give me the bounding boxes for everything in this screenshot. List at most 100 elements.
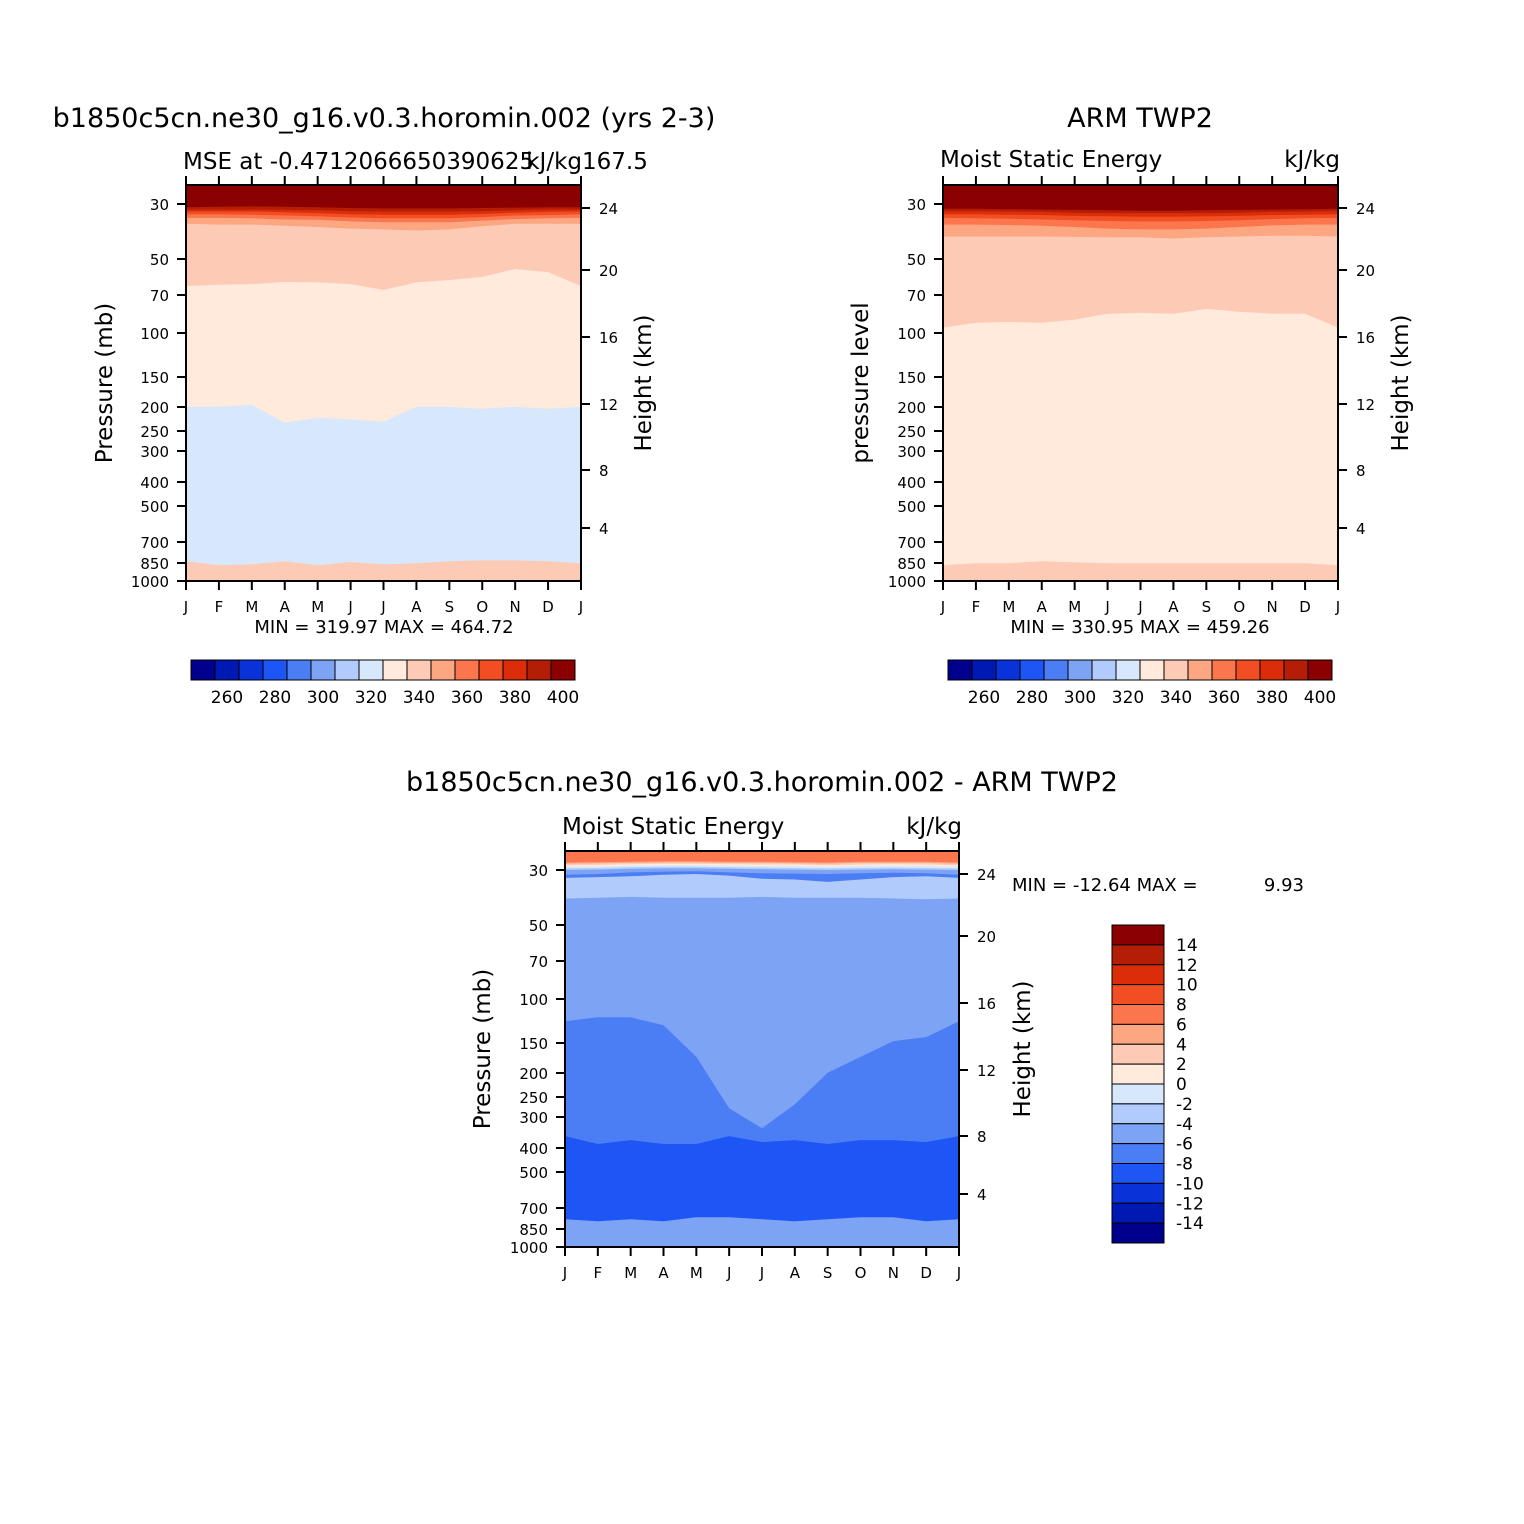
colorbar-box (550, 659, 576, 681)
colorbar-box (262, 659, 288, 681)
panel-subtitle: MSE at -0.4712066650390625 (183, 149, 534, 175)
colorbar-box (1115, 659, 1141, 681)
y-tick-label: 50 (529, 917, 548, 935)
colorbar-label: 10 (1176, 976, 1198, 996)
x-tick-label: J (759, 1264, 764, 1282)
colorbar-label: 260 (968, 688, 1000, 708)
colorbar-box (286, 659, 312, 681)
colorbar-box (502, 659, 528, 681)
y-tick-label: 850 (519, 1221, 548, 1239)
panel-units: kJ/kg (906, 814, 962, 840)
colorbar-box (1111, 1063, 1165, 1085)
y-tick-label: 50 (907, 251, 926, 269)
colorbar-box (526, 659, 552, 681)
right-tick-label: 24 (599, 200, 618, 218)
right-axis-ticks: 24 20 16 12 8 4 (581, 200, 618, 538)
x-tick-label: J (183, 598, 188, 616)
x-tick-label: M (1002, 598, 1015, 616)
y-tick-label: 1000 (888, 573, 926, 591)
x-tick-label: O (855, 1264, 867, 1282)
colorbar-box (190, 659, 216, 681)
colorbar-box (1111, 964, 1165, 986)
colorbar-label: 340 (1160, 688, 1192, 708)
y-tick-label: 500 (519, 1164, 548, 1182)
colorbar-label: -12 (1176, 1194, 1204, 1214)
colorbar-label: 4 (1176, 1035, 1187, 1055)
panel-difference-mse: b1850c5cn.ne30_g16.v0.3.horomin.002 - AR… (406, 767, 1304, 1282)
right-tick-label: 16 (599, 329, 618, 347)
colorbar-box (1111, 1123, 1165, 1145)
right-axis-label: Height (km) (1388, 314, 1414, 451)
y-axis-label: Pressure (mb) (470, 969, 496, 1129)
colorbar-box (358, 659, 384, 681)
x-tick-label: F (972, 598, 981, 616)
x-tick-label: M (245, 598, 258, 616)
colorbar-box (1111, 1083, 1165, 1105)
colorbar-box (995, 659, 1021, 681)
colorbar-box (1139, 659, 1165, 681)
x-tick-label: A (1168, 598, 1179, 616)
colorbar-box (1111, 1222, 1165, 1244)
y-tick-label: 500 (140, 498, 169, 516)
x-tick-label: J (1137, 598, 1142, 616)
x-tick-label: N (888, 1264, 899, 1282)
y-tick-label: 200 (140, 399, 169, 417)
colorbar-label: 380 (1256, 688, 1288, 708)
right-tick-label: 4 (1356, 520, 1366, 538)
colorbar: 260 280 300 320 340 360 380 400 (190, 659, 579, 708)
y-tick-label: 70 (907, 287, 926, 305)
colorbar-box (214, 659, 240, 681)
panel-subtitle: Moist Static Energy (562, 814, 784, 840)
y-tick-label: 850 (897, 555, 926, 573)
colorbar-box (382, 659, 408, 681)
contour-fills (943, 185, 1338, 581)
colorbar: 260 280 300 320 340 360 380 400 (947, 659, 1336, 708)
right-tick-label: 12 (977, 1062, 996, 1080)
contour-fills (186, 185, 581, 581)
right-tick-label: 16 (977, 995, 996, 1013)
colorbar-label: 320 (355, 688, 387, 708)
right-tick-label: 4 (599, 520, 609, 538)
y-tick-label: 1000 (510, 1239, 548, 1257)
y-tick-label: 100 (519, 991, 548, 1009)
x-tick-label: S (445, 598, 455, 616)
colorbar-box (334, 659, 360, 681)
panel-subtitle: Moist Static Energy (940, 147, 1162, 173)
colorbar-box (310, 659, 336, 681)
panel-title: b1850c5cn.ne30_g16.v0.3.horomin.002 - AR… (406, 767, 1118, 798)
y-tick-label: 700 (140, 534, 169, 552)
colorbar-label: 360 (1208, 688, 1240, 708)
x-tick-label: J (726, 1264, 731, 1282)
min-max-label: MIN = 319.97 MAX = 464.72 (254, 617, 513, 638)
y-tick-label: 400 (519, 1140, 548, 1158)
x-tick-label: O (476, 598, 488, 616)
colorbar-box (478, 659, 504, 681)
colorbar-box (1111, 1143, 1165, 1164)
colorbar-label: -4 (1176, 1115, 1193, 1135)
y-tick-label: 300 (897, 443, 926, 461)
colorbar-box (971, 659, 997, 681)
colorbar-label: 280 (1016, 688, 1048, 708)
band-9 (186, 185, 581, 209)
colorbar-label: -10 (1176, 1174, 1204, 1194)
colorbar-label: 340 (403, 688, 435, 708)
colorbar-box (1307, 659, 1333, 681)
colorbar-label: 6 (1176, 1015, 1187, 1035)
x-tick-label: D (1299, 598, 1311, 616)
right-tick-label: 12 (1356, 396, 1375, 414)
colorbar-label: 2 (1176, 1055, 1187, 1075)
colorbar-box (1111, 1004, 1165, 1025)
colorbar-label: 360 (451, 688, 483, 708)
colorbar-box (1111, 944, 1165, 966)
right-tick-label: 24 (977, 866, 996, 884)
right-axis-label: Height (km) (1010, 980, 1036, 1117)
colorbar-box (1019, 659, 1045, 681)
panel-units: kJ/kg (526, 149, 582, 175)
y-tick-label: 400 (140, 474, 169, 492)
colorbar-box (1111, 1023, 1165, 1045)
x-tick-label: J (562, 1264, 567, 1282)
x-tick-label: D (542, 598, 554, 616)
contour-fills (565, 851, 959, 1247)
